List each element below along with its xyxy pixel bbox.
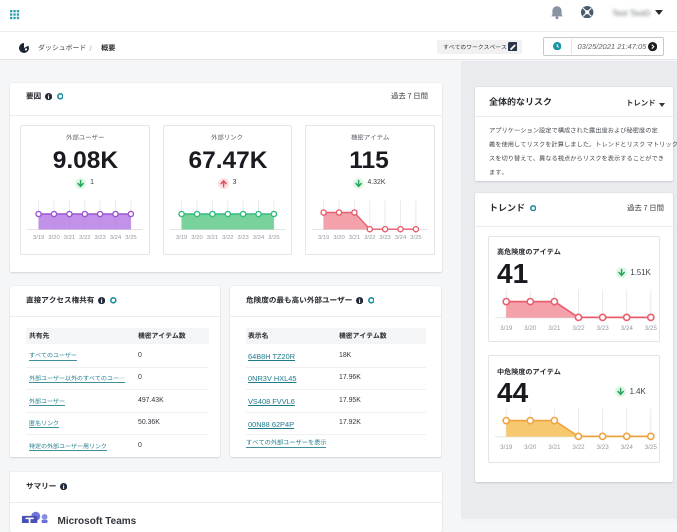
svg-text:3/25: 3/25 xyxy=(125,235,137,241)
svg-text:3/21: 3/21 xyxy=(548,444,561,451)
svg-text:3/25: 3/25 xyxy=(644,324,657,331)
svg-text:3/22: 3/22 xyxy=(222,235,233,241)
svg-text:3/22: 3/22 xyxy=(572,324,585,331)
svg-text:3/20: 3/20 xyxy=(524,444,537,451)
svg-text:3/19: 3/19 xyxy=(500,324,513,331)
svg-text:3/23: 3/23 xyxy=(94,235,106,241)
svg-text:3/23: 3/23 xyxy=(596,444,609,451)
svg-text:3/19: 3/19 xyxy=(175,235,186,241)
svg-text:3/24: 3/24 xyxy=(620,444,633,451)
svg-text:3/20: 3/20 xyxy=(333,235,345,241)
svg-text:3/23: 3/23 xyxy=(237,235,249,241)
svg-text:3/22: 3/22 xyxy=(79,235,90,241)
svg-text:3/22: 3/22 xyxy=(364,235,375,241)
svg-text:3/20: 3/20 xyxy=(524,324,537,331)
svg-text:3/21: 3/21 xyxy=(206,235,217,241)
svg-text:3/24: 3/24 xyxy=(110,235,122,241)
svg-text:3/19: 3/19 xyxy=(500,444,513,451)
svg-text:3/21: 3/21 xyxy=(349,235,360,241)
svg-text:3/21: 3/21 xyxy=(64,235,75,241)
svg-text:3/24: 3/24 xyxy=(252,235,264,241)
svg-text:3/21: 3/21 xyxy=(548,324,561,331)
svg-text:3/20: 3/20 xyxy=(48,235,60,241)
svg-text:3/25: 3/25 xyxy=(268,235,280,241)
svg-text:3/22: 3/22 xyxy=(572,444,585,451)
svg-text:3/23: 3/23 xyxy=(379,235,391,241)
svg-text:3/24: 3/24 xyxy=(395,235,407,241)
svg-text:3/24: 3/24 xyxy=(620,324,633,331)
svg-text:3/19: 3/19 xyxy=(33,235,44,241)
svg-text:3/25: 3/25 xyxy=(410,235,422,241)
svg-text:3/25: 3/25 xyxy=(644,444,657,451)
svg-text:3/20: 3/20 xyxy=(191,235,203,241)
svg-text:3/19: 3/19 xyxy=(318,235,329,241)
svg-text:3/23: 3/23 xyxy=(596,324,609,331)
